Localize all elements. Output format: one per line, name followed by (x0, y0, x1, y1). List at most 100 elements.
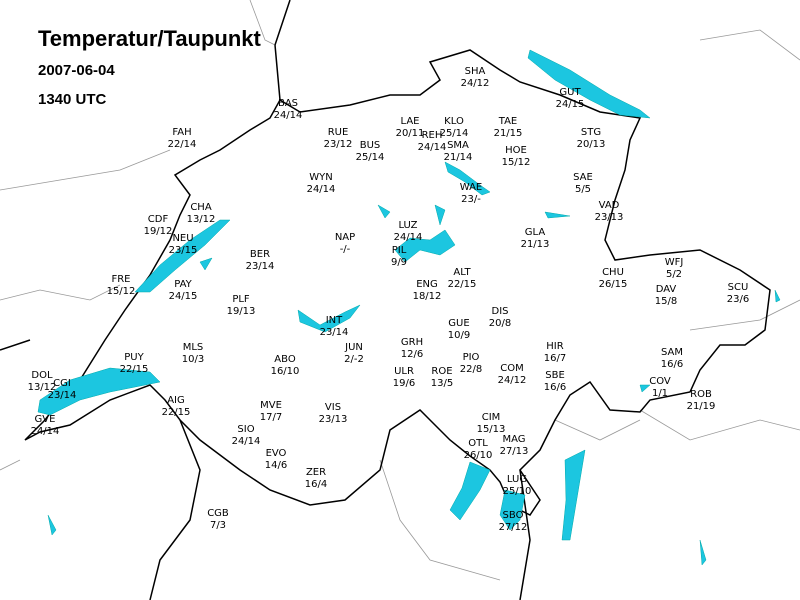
station-code: CDF (148, 214, 169, 225)
station-value: 24/15 (169, 291, 198, 302)
station-code: GVE (35, 414, 56, 425)
station-value: 27/12 (499, 522, 528, 533)
station-value: 19/13 (227, 306, 256, 317)
station-value: 23/14 (320, 327, 349, 338)
station-value: 27/13 (500, 446, 529, 457)
station-value: 23/12 (324, 139, 353, 150)
station-value: 24/14 (418, 142, 447, 153)
station-value: 23/13 (595, 212, 624, 223)
station-value: 15/12 (107, 286, 136, 297)
station-code: SCU (728, 282, 749, 293)
station-value: 24/14 (394, 232, 423, 243)
station-value: 5/5 (575, 184, 591, 195)
station-value: 21/13 (521, 239, 550, 250)
station-value: 5/2 (666, 269, 682, 280)
station-code: SBE (545, 370, 565, 381)
station-code: ZER (306, 467, 326, 478)
station-value: 22/15 (448, 279, 477, 290)
stations: SHA24/12GUT24/15BAS24/14LAE20/11KLO25/14… (28, 66, 750, 533)
station-value: 2/-2 (344, 354, 364, 365)
station-code: VIS (325, 402, 341, 413)
station-value: 16/4 (305, 479, 327, 490)
station-code: NAP (335, 232, 355, 243)
map-title: Temperatur/Taupunkt (38, 26, 262, 51)
station-code: WFJ (665, 257, 684, 268)
station-code: CHU (602, 267, 624, 278)
station-code: WYN (309, 172, 332, 183)
station-code: MLS (183, 342, 204, 353)
station-value: 24/14 (307, 184, 336, 195)
station-code: ABO (274, 354, 296, 365)
station-code: ROB (690, 389, 712, 400)
station-value: 10/9 (448, 330, 470, 341)
station-value: 13/12 (187, 214, 216, 225)
station-value: 22/14 (168, 139, 197, 150)
station-value: 7/3 (210, 520, 226, 531)
station-code: CHA (190, 202, 212, 213)
station-code: AIG (167, 395, 185, 406)
station-value: 22/15 (162, 407, 191, 418)
station-value: 15/12 (502, 157, 531, 168)
station-value: 16/6 (661, 359, 683, 370)
station-code: PUY (124, 352, 144, 363)
station-value: 23/14 (48, 390, 77, 401)
station-code: FAH (172, 127, 191, 138)
station-value: 23/- (461, 194, 481, 205)
station-value: 19/12 (144, 226, 173, 237)
station-code: CGI (53, 378, 71, 389)
station-value: 23/14 (246, 261, 275, 272)
station-value: 26/10 (464, 450, 493, 461)
station-code: OTL (468, 438, 488, 449)
station-code: PIL (392, 245, 407, 256)
station-value: 19/6 (393, 378, 415, 389)
station-value: 24/14 (232, 436, 261, 447)
station-value: 21/14 (444, 152, 473, 163)
station-code: COV (649, 376, 671, 387)
station-code: VAD (599, 200, 620, 211)
station-code: PLF (232, 294, 250, 305)
station-code: SBO (503, 510, 524, 521)
station-value: 23/15 (169, 245, 198, 256)
station-code: SAM (661, 347, 683, 358)
station-code: JUN (344, 342, 363, 353)
map-time: 1340 UTC (38, 91, 107, 108)
station-code: ALT (453, 267, 471, 278)
station-code: STG (581, 127, 601, 138)
station-value: 12/6 (401, 349, 423, 360)
lakes (37, 49, 781, 566)
station-code: LUZ (398, 220, 417, 231)
station-value: 13/5 (431, 378, 453, 389)
station-value: 17/7 (260, 412, 282, 423)
station-code: LAE (401, 116, 420, 127)
station-value: 25/14 (440, 128, 469, 139)
station-code: BER (250, 249, 270, 260)
station-value: 22/15 (120, 364, 149, 375)
station-code: PAY (174, 279, 192, 290)
station-value: 23/6 (727, 294, 749, 305)
station-value: 25/14 (356, 152, 385, 163)
station-code: DIS (492, 306, 509, 317)
station-code: ULR (394, 366, 414, 377)
station-code: TAE (498, 116, 518, 127)
station-value: 22/8 (460, 364, 482, 375)
station-value: 23/13 (319, 414, 348, 425)
station-value: 26/15 (599, 279, 628, 290)
station-value: 24/14 (31, 426, 60, 437)
station-value: 25/10 (503, 486, 532, 497)
station-value: 16/10 (271, 366, 300, 377)
station-code: HOE (505, 145, 527, 156)
station-value: 16/7 (544, 353, 566, 364)
station-code: GUE (448, 318, 469, 329)
station-value: 9/9 (391, 257, 407, 268)
station-value: 20/8 (489, 318, 511, 329)
station-value: 14/6 (265, 460, 287, 471)
station-code: SAE (573, 172, 593, 183)
station-code: GUT (559, 87, 581, 98)
station-code: DAV (656, 284, 677, 295)
station-code: DOL (31, 370, 53, 381)
station-code: PIO (463, 352, 480, 363)
station-value: 21/19 (687, 401, 716, 412)
station-code: HIR (546, 341, 563, 352)
station-value: 20/13 (577, 139, 606, 150)
